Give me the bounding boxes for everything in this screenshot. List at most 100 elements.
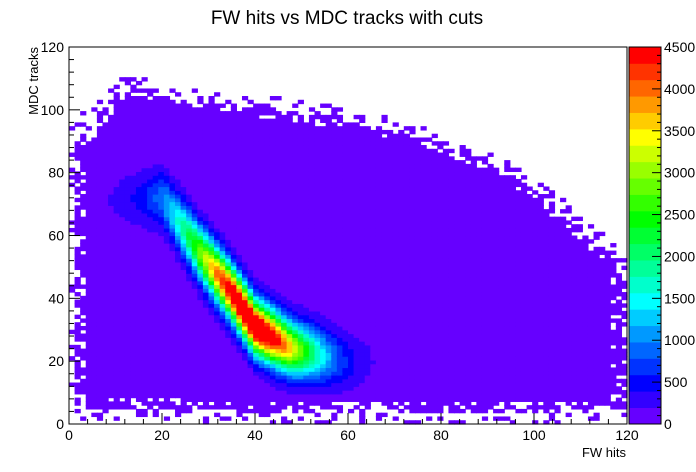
heatmap-cell [175,288,182,293]
heatmap-cell [275,337,282,342]
heatmap-cell [392,265,399,271]
heatmap-cell [230,276,237,282]
heatmap-cell [292,231,299,237]
heatmap-cell [247,359,254,365]
heatmap-cell [208,378,215,384]
heatmap-cell [147,269,154,274]
heatmap-cell [308,239,316,244]
heatmap-cell [359,201,366,206]
heatmap-cell [124,341,131,346]
heatmap-cell [214,265,221,271]
heatmap-cell [180,122,187,127]
heatmap-cell [353,209,360,214]
heatmap-cell [236,258,243,263]
heatmap-cell [275,111,282,116]
heatmap-cell [152,235,159,240]
heatmap-cell [214,325,221,331]
heatmap-cell [124,378,131,384]
heatmap-cell [348,190,355,195]
heatmap-cell [163,190,171,195]
heatmap-cell [375,186,383,191]
heatmap-cell [119,307,126,312]
heatmap-cell [96,190,104,195]
heatmap-cell [348,145,355,150]
heatmap-cell [275,367,282,372]
heatmap-cell [102,201,109,206]
heatmap-cell [414,182,422,188]
heatmap-cell [247,356,254,361]
heatmap-cell [320,156,327,161]
heatmap-cell [169,325,176,331]
heatmap-cell [308,386,316,391]
heatmap-cell [314,273,321,278]
heatmap-cell [225,386,232,391]
heatmap-cell [197,178,204,184]
heatmap-cell [175,359,182,365]
heatmap-cell [375,371,383,376]
heatmap-cell [297,371,304,376]
heatmap-cell [96,382,104,387]
heatmap-cell [141,163,148,169]
heatmap-cell [214,412,221,418]
heatmap-cell [392,341,399,346]
heatmap-cell [130,137,137,142]
heatmap-cell [74,397,81,402]
heatmap-cell [414,390,422,395]
heatmap-cell [236,367,243,372]
heatmap-cell [297,235,304,240]
heatmap-cell [80,269,87,274]
heatmap-cell [119,235,126,240]
heatmap-cell [420,292,427,297]
heatmap-cell [186,111,193,116]
heatmap-cell [180,152,187,157]
heatmap-cell [414,220,422,225]
heatmap-cell [303,307,310,312]
heatmap-cell [230,246,237,252]
heatmap-cell [91,352,98,357]
heatmap-cell [147,341,154,346]
heatmap-cell [96,303,104,308]
heatmap-cell [336,303,344,308]
heatmap-cell [359,356,366,361]
heatmap-cell [225,205,232,210]
heatmap-cell [119,310,126,316]
heatmap-cell [241,397,249,402]
heatmap-cell [325,397,332,402]
heatmap-cell [130,194,137,199]
heatmap-cell [370,133,377,139]
heatmap-cell [426,416,433,421]
heatmap-cell [387,156,394,161]
heatmap-cell [202,133,210,139]
heatmap-cell [197,182,204,188]
heatmap-cell [214,348,221,353]
heatmap-cell [91,137,98,142]
heatmap-cell [158,310,165,316]
heatmap-cell [387,393,394,399]
heatmap-cell [214,163,221,169]
heatmap-cell [124,107,131,112]
heatmap-cell [281,197,288,203]
heatmap-cell [359,390,366,395]
heatmap-cell [275,167,282,173]
heatmap-cell [191,137,198,142]
heatmap-cell [387,374,394,380]
heatmap-cell [219,367,226,372]
heatmap-cell [197,390,204,395]
heatmap-cell [147,258,154,263]
heatmap-cell [348,303,355,308]
heatmap-cell [169,114,176,120]
heatmap-cell [175,118,182,123]
heatmap-cell [124,197,131,203]
heatmap-cell [292,261,299,267]
heatmap-cell [219,182,226,188]
heatmap-cell [208,363,215,369]
heatmap-cell [308,160,316,165]
heatmap-cell [314,227,321,233]
heatmap-cell [214,299,221,304]
heatmap-cell [359,280,366,286]
heatmap-cell [364,156,371,161]
heatmap-cell [381,269,388,274]
heatmap-cell [113,126,120,131]
heatmap-cell [163,333,171,338]
heatmap-cell [336,367,344,372]
